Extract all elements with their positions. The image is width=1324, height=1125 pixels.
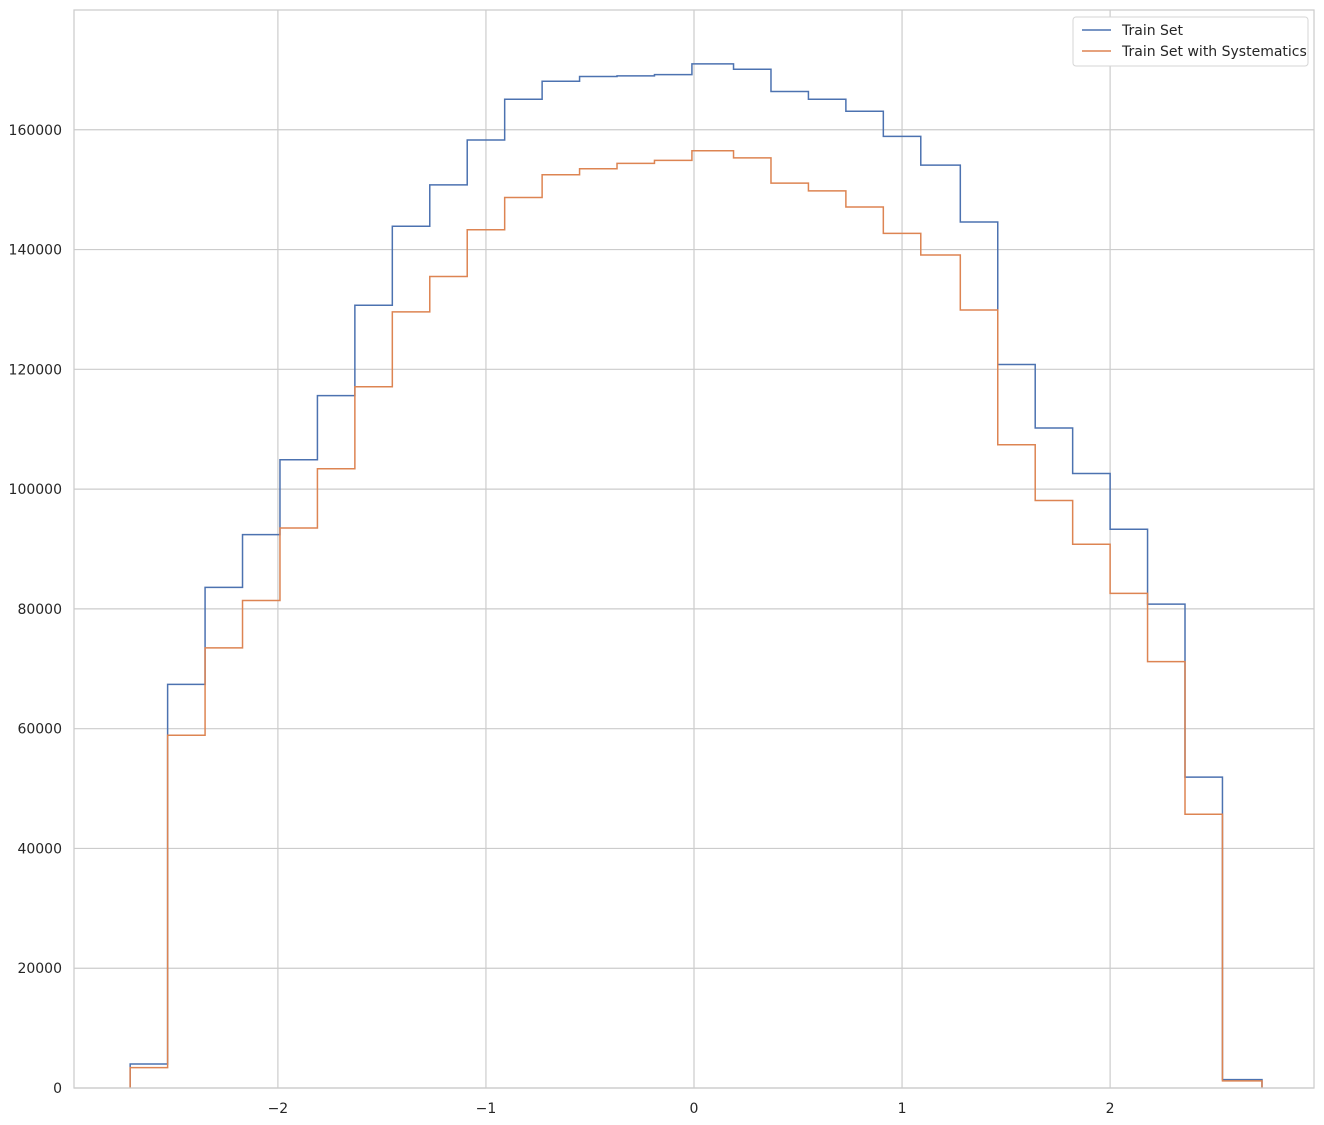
histogram-bin	[617, 163, 654, 1088]
legend-box	[1072, 16, 1309, 67]
x-tick-label: 1	[898, 1101, 907, 1117]
histogram-bin	[205, 648, 242, 1088]
series-layer	[129, 63, 1263, 1088]
histogram-bin	[580, 169, 617, 1088]
histogram-bin	[771, 183, 808, 1088]
x-tick-label: −1	[476, 1101, 497, 1117]
histogram-bin	[542, 175, 579, 1088]
legend: Train Set Train Set with Systematics	[1072, 16, 1309, 67]
histogram-bin	[243, 601, 280, 1088]
x-axis-ticks: −2 −1 0 1 2	[268, 1101, 1115, 1117]
y-tick-label: 20000	[17, 961, 62, 977]
series-step-line	[129, 63, 1263, 1088]
y-tick-label: 80000	[17, 602, 62, 618]
series-train-set-with-systematics	[129, 149, 1263, 1088]
grid-lines	[74, 10, 1314, 1089]
histogram-bin	[1110, 593, 1147, 1088]
y-tick-label: 60000	[17, 722, 62, 738]
histogram-bin	[505, 197, 542, 1088]
histogram-bin	[654, 160, 691, 1088]
x-tick-label: 0	[690, 1101, 699, 1117]
histogram-bin	[430, 277, 467, 1088]
histogram-bin	[1035, 500, 1072, 1088]
histogram-bin	[998, 445, 1035, 1088]
legend-label-train-set-with-systematics: Train Set with Systematics	[1121, 44, 1307, 60]
histogram-bin	[846, 207, 883, 1088]
histogram-bin	[1148, 662, 1185, 1088]
y-tick-label: 0	[53, 1081, 62, 1097]
histogram-bin	[960, 310, 997, 1088]
y-tick-label: 120000	[9, 362, 62, 378]
histogram-bin	[1073, 544, 1110, 1088]
plot-frame	[73, 9, 1315, 1089]
y-tick-label: 160000	[9, 123, 62, 139]
histogram-bin	[808, 191, 845, 1088]
histogram-bin	[392, 312, 429, 1088]
legend-label-train-set: Train Set	[1121, 23, 1184, 39]
y-axis-ticks: 0 20000 40000 60000 80000 100000 120000 140000 1…	[9, 123, 62, 1097]
histogram-bin	[168, 735, 205, 1088]
histogram-bin	[883, 233, 920, 1088]
histogram-bin	[1222, 1081, 1262, 1088]
histogram-bin	[467, 230, 504, 1088]
histogram-bin	[280, 528, 317, 1088]
x-tick-label: 2	[1106, 1101, 1115, 1117]
histogram-bin	[921, 255, 961, 1088]
histogram-bin	[355, 387, 392, 1088]
histogram-bin	[1185, 814, 1222, 1088]
y-tick-label: 40000	[17, 841, 62, 857]
series-step-line	[129, 149, 1263, 1088]
series-train-set	[129, 63, 1263, 1088]
histogram-bin	[692, 151, 734, 1088]
x-tick-label: −2	[268, 1101, 289, 1117]
y-tick-label: 140000	[9, 243, 62, 259]
histogram-bin	[317, 469, 354, 1088]
y-tick-label: 100000	[9, 482, 62, 498]
histogram-bin	[734, 158, 771, 1088]
histogram-bin	[130, 1068, 167, 1088]
